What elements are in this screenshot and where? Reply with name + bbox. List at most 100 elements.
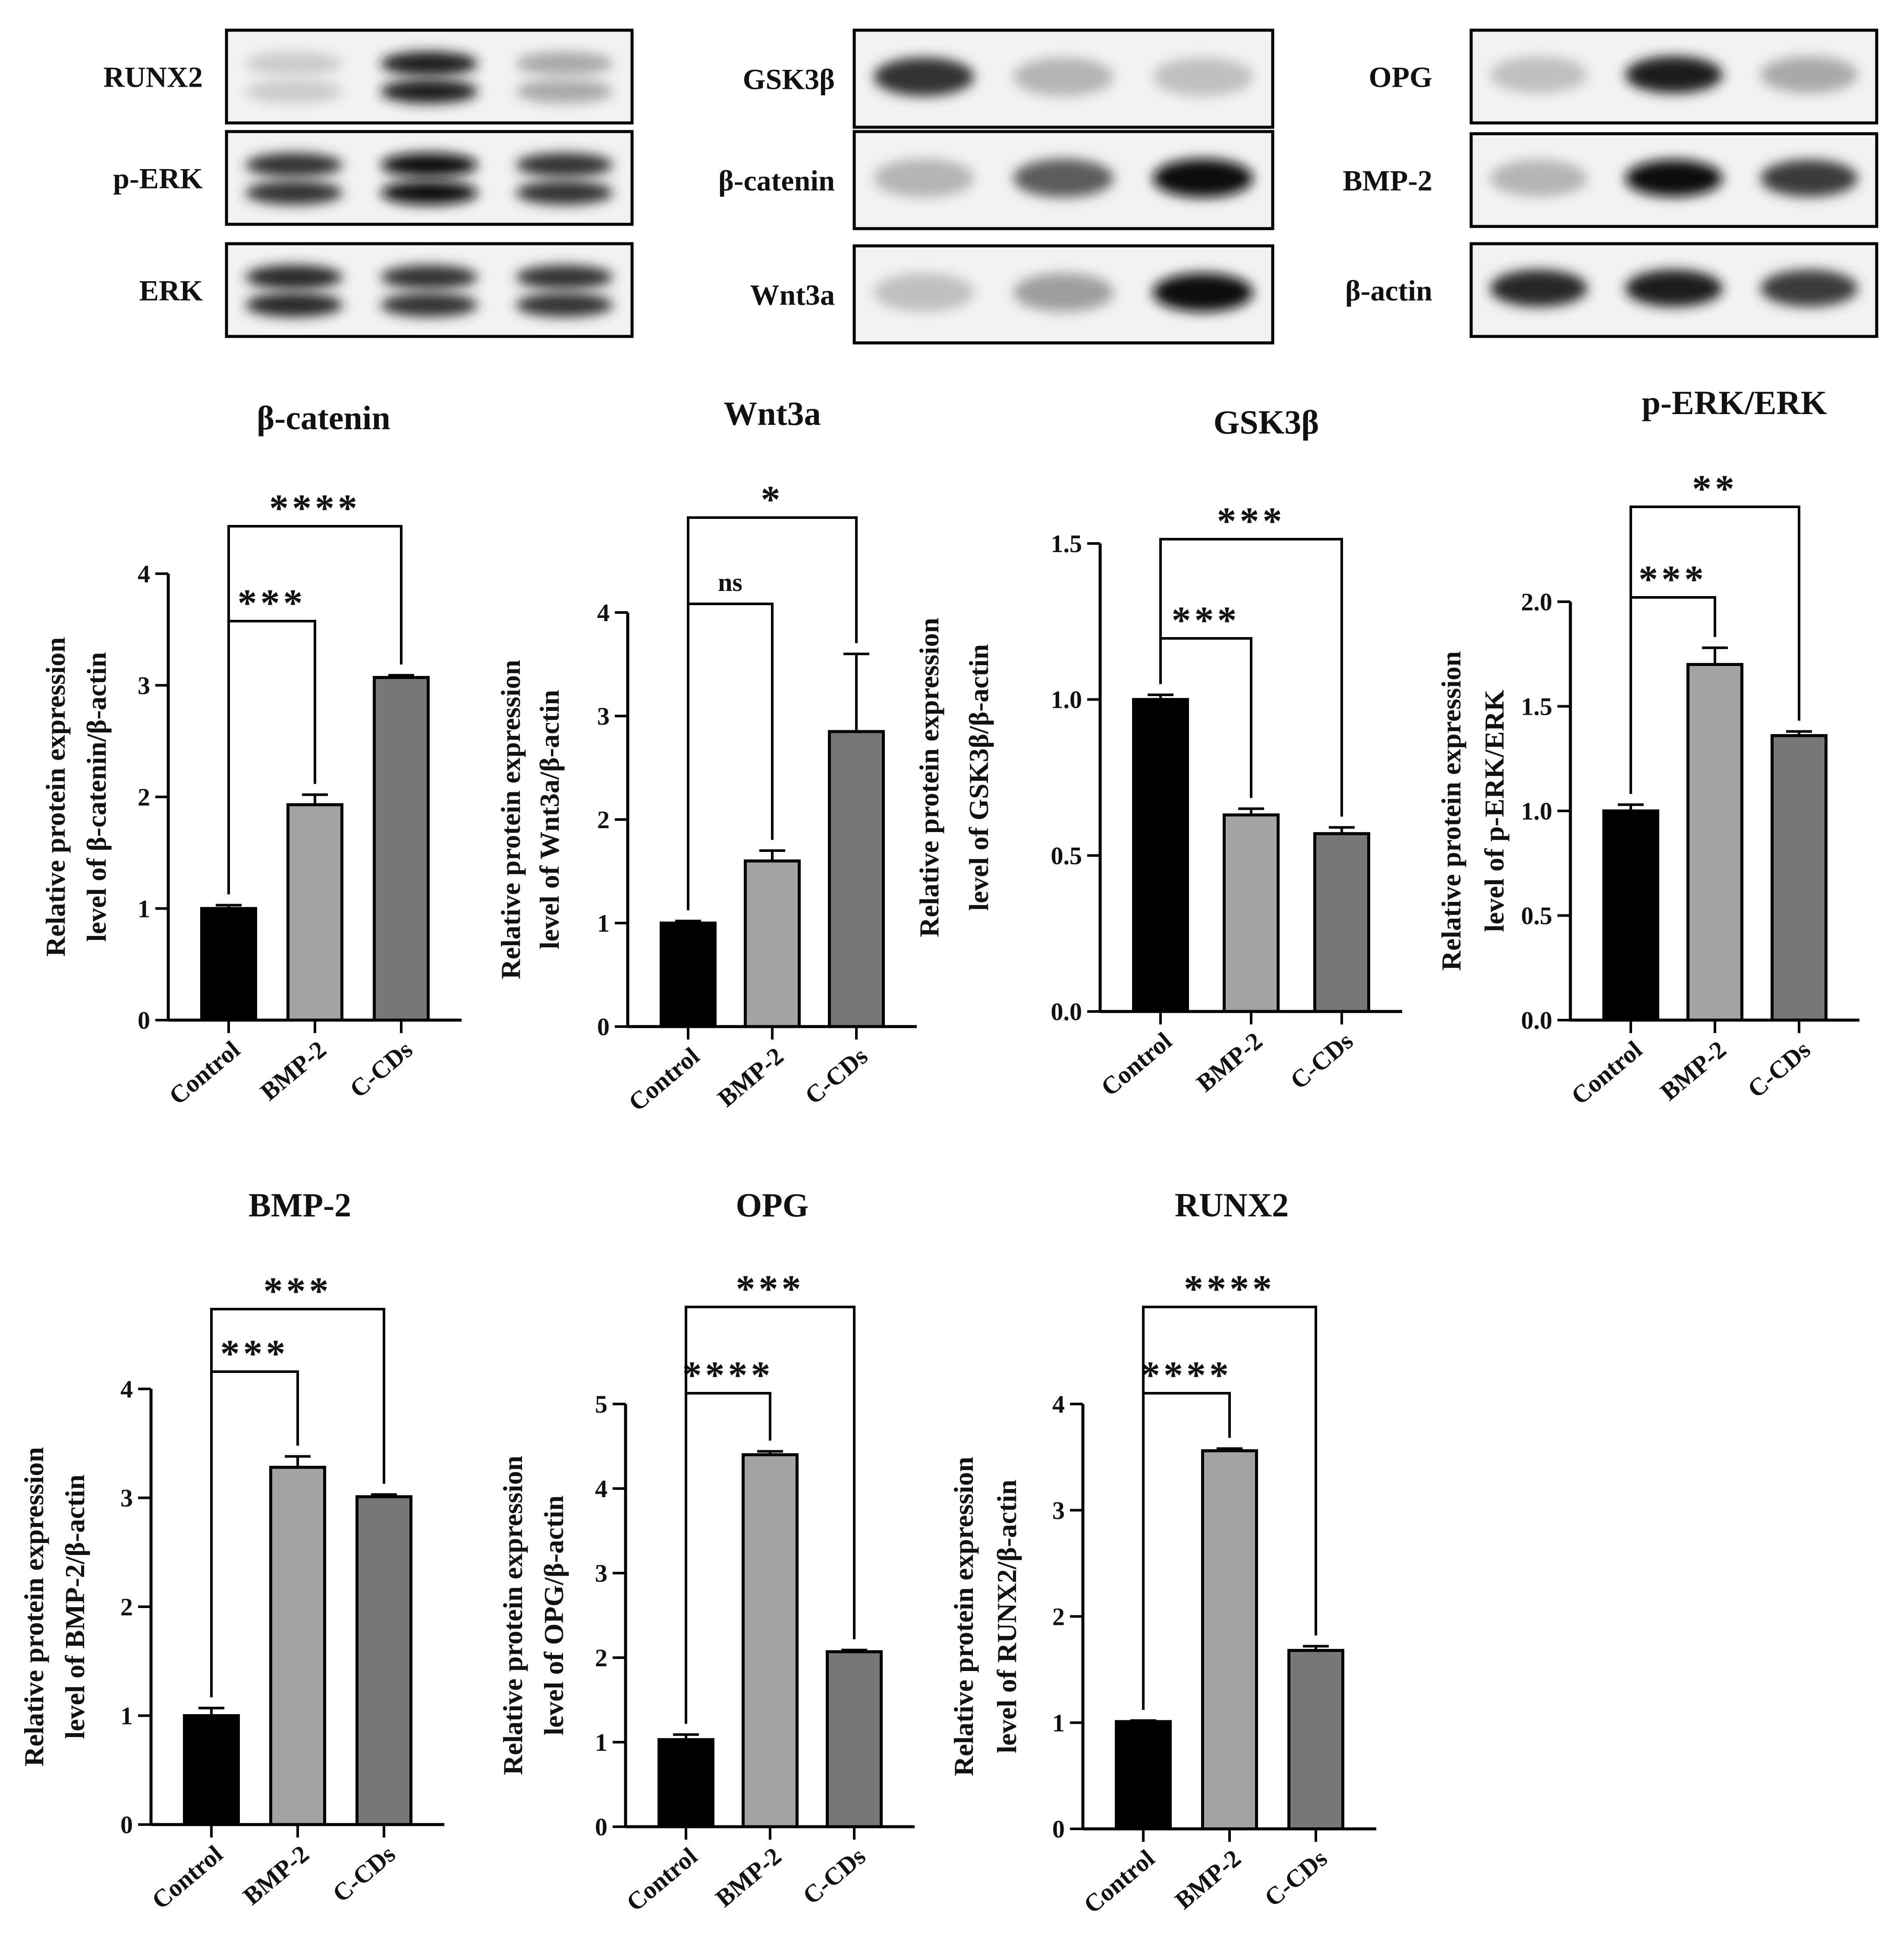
y-tick-label: 4 [120, 1375, 133, 1403]
blot-band [1625, 56, 1723, 94]
blot-row-wnt3a: Wnt3a [750, 244, 1274, 345]
y-axis-label: Relative protein expression [19, 1447, 49, 1767]
chart-gsk3beta: GSK3β Relative protein expression level of… [914, 403, 1402, 1102]
significance-label: *** [1217, 500, 1286, 543]
y-tick-label: 0 [597, 1013, 610, 1041]
blot-band [245, 153, 343, 177]
x-tick-label: C-CDs [1259, 1844, 1332, 1912]
blot-row-p-erk: p-ERK [113, 130, 634, 226]
bar-bmp-2 [1686, 663, 1743, 1022]
y-tick-label: 3 [1052, 1496, 1065, 1524]
blot-row-gsk3beta: GSK3β [743, 28, 1274, 129]
y-axis-label: level of BMP-2/β-actin [60, 1474, 90, 1739]
blot-label-gsk3beta: GSK3β [743, 63, 835, 96]
chart-title: RUNX2 [1175, 1186, 1289, 1224]
blot-label-bmp-2: BMP-2 [1343, 164, 1432, 197]
y-axis-label: level of RUNX2/β-actin [991, 1479, 1022, 1753]
blot-row-beta-catenin: β-catenin [718, 130, 1274, 230]
blot-band [245, 79, 343, 104]
bar-bmp-2 [269, 1466, 326, 1826]
y-tick-label: 0 [1052, 1815, 1065, 1843]
blot-frame [225, 242, 634, 338]
significance-label: *** [1172, 599, 1240, 642]
x-tick-label: BMP-2 [1191, 1027, 1268, 1097]
y-tick-label: 0 [120, 1811, 133, 1839]
chart-title: OPG [736, 1186, 809, 1224]
blot-label-wnt3a: Wnt3a [750, 279, 835, 311]
bar-control [200, 907, 257, 1022]
blot-label-runx2: RUNX2 [104, 61, 203, 94]
bar-control [657, 1738, 714, 1828]
y-tick-label: 2 [595, 1644, 607, 1672]
bar-c-cds [826, 1650, 883, 1828]
bar-control [183, 1714, 240, 1826]
blot-band [1013, 159, 1114, 198]
significance-label: ns [718, 568, 742, 597]
bar-bmp-2 [744, 859, 801, 1028]
blot-frame [225, 28, 634, 125]
y-tick-label: 1 [597, 909, 610, 937]
blot-band [381, 265, 478, 289]
y-tick-label: 2 [597, 806, 610, 834]
significance-label: *** [220, 1332, 289, 1375]
y-tick-label: 3 [120, 1484, 133, 1512]
significance-bracket [1629, 506, 1800, 794]
blot-row-beta-actin: β-actin [1345, 242, 1878, 338]
y-tick-label: 1.5 [1051, 530, 1082, 558]
y-tick-label: 2.0 [1521, 588, 1553, 616]
blot-band [381, 51, 478, 76]
significance-label: **** [683, 1354, 774, 1397]
chart-wnt3a: Wnt3a Relative protein expression level of… [495, 395, 917, 1117]
significance-bracket [1142, 1306, 1317, 1710]
blot-label-beta-actin: β-actin [1345, 274, 1432, 307]
bar-c-cds [373, 676, 430, 1022]
bar-control [1115, 1720, 1172, 1831]
chart-title: Wnt3a [724, 395, 821, 432]
x-tick-label: BMP-2 [1655, 1035, 1732, 1106]
significance-label: *** [1639, 558, 1707, 601]
y-tick-label: 0.0 [1051, 998, 1082, 1026]
blot-panel-3: OPG BMP-2 β-actin [1343, 28, 1878, 338]
blot-row-runx2: RUNX2 [104, 28, 634, 125]
x-tick-label: Control [621, 1842, 702, 1916]
blot-band [381, 180, 478, 205]
y-tick-label: 4 [138, 560, 150, 588]
x-tick-label: Control [623, 1042, 705, 1116]
blot-band [1490, 160, 1588, 197]
y-tick-label: 0.5 [1051, 842, 1082, 870]
significance-label: *** [264, 1270, 332, 1313]
chart-opg: OPG Relative protein expression level of O… [497, 1186, 915, 1917]
blot-band [381, 292, 478, 317]
x-tick-label: Control [146, 1840, 228, 1914]
blot-band [1760, 160, 1858, 197]
chart-bmp-2: BMP-2 Relative protein expression level of… [19, 1186, 444, 1915]
bar-control [660, 921, 717, 1028]
chart-p-erk-erk: p-ERK/ERK Relative protein expression leve… [1436, 384, 1859, 1110]
blot-band [245, 51, 343, 76]
x-tick-label: BMP-2 [712, 1042, 789, 1112]
blot-band [1625, 160, 1723, 197]
y-tick-label: 1 [138, 895, 150, 923]
x-tick-label: BMP-2 [1170, 1844, 1246, 1915]
western-blot-panels: RUNX2 p-ERK ERK GSK3β β-catenin Wnt3a OPG BMP-2… [104, 28, 1878, 345]
bar-bmp-2 [1201, 1449, 1258, 1831]
x-tick-label: BMP-2 [238, 1840, 315, 1910]
x-tick-label: BMP-2 [710, 1842, 787, 1913]
y-tick-label: 1 [1052, 1709, 1065, 1737]
blot-panel-2: GSK3β β-catenin Wnt3a [718, 28, 1274, 345]
y-tick-label: 5 [595, 1390, 607, 1418]
bar-c-cds [1313, 832, 1370, 1013]
significance-bracket [227, 525, 403, 895]
significance-label: **** [269, 487, 361, 530]
blot-band [1490, 270, 1588, 307]
y-tick-label: 1 [120, 1702, 133, 1730]
significance-label: *** [238, 582, 306, 625]
y-tick-label: 2 [120, 1593, 133, 1621]
x-tick-label: C-CDs [1742, 1035, 1815, 1103]
blot-row-erk: ERK [139, 242, 634, 338]
significance-label: ** [1692, 468, 1738, 510]
bar-c-cds [1287, 1649, 1344, 1831]
y-axis-label: Relative protein expression [1436, 651, 1466, 971]
blot-band [1152, 273, 1253, 312]
